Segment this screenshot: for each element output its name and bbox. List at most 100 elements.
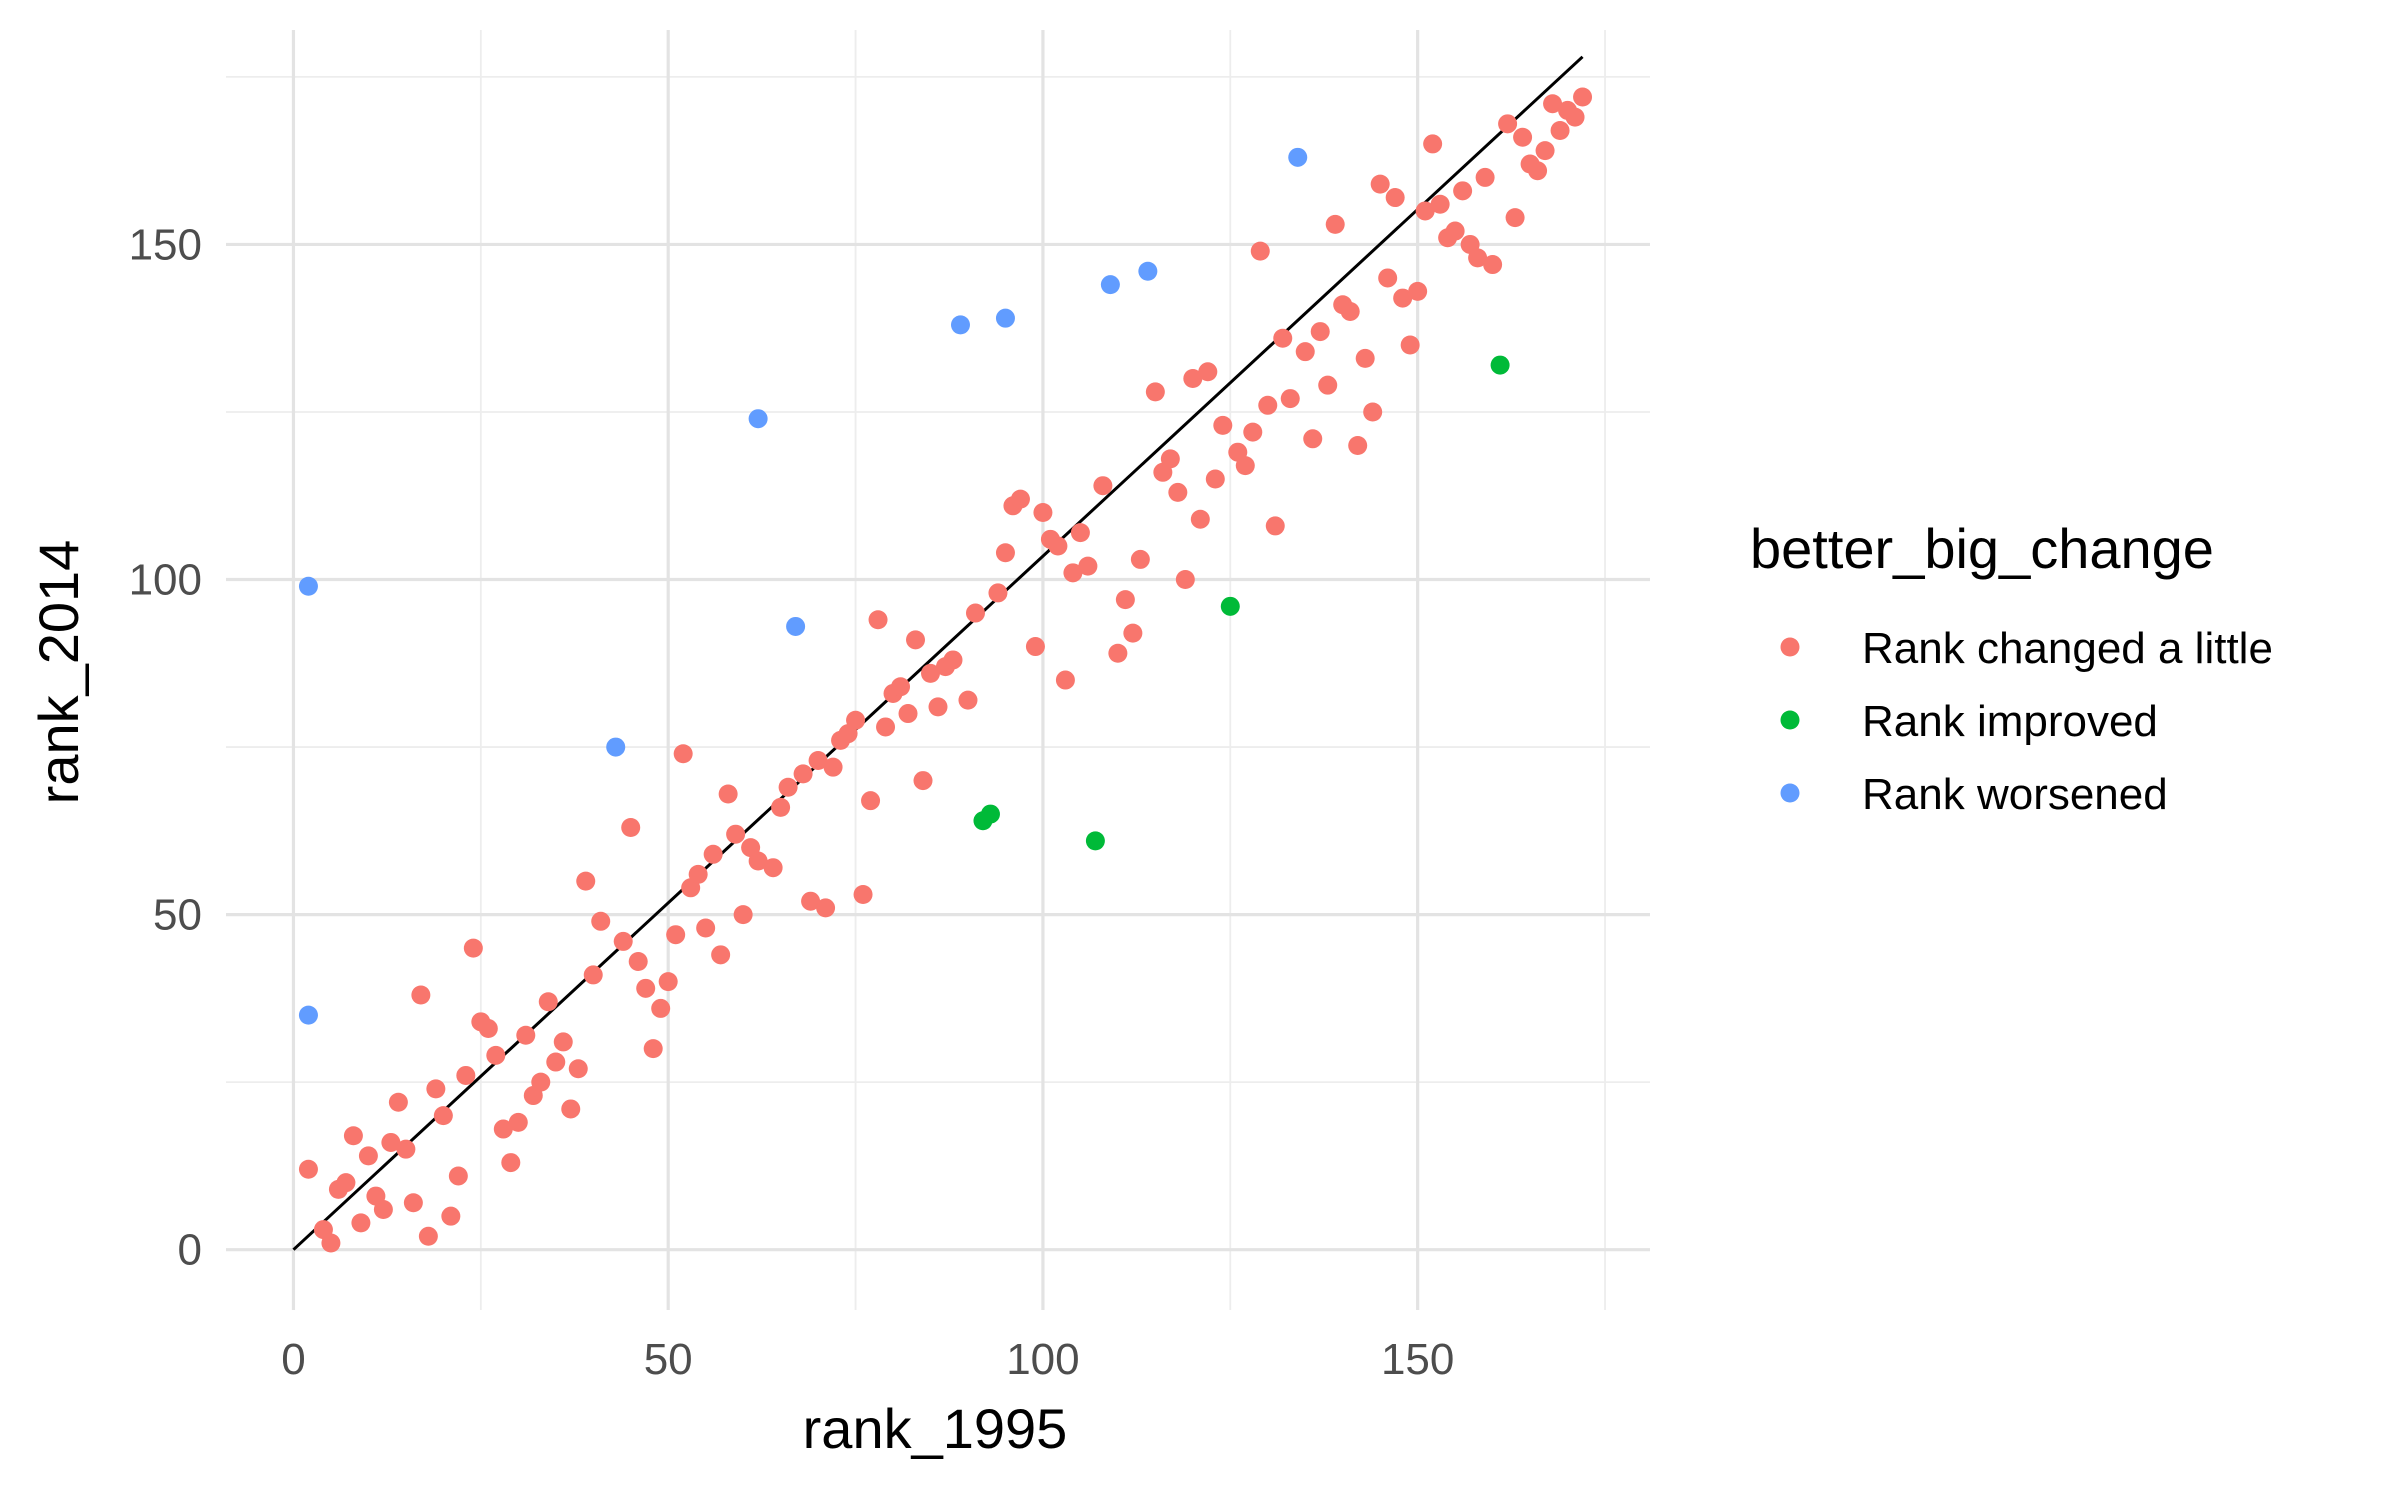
data-point xyxy=(703,844,723,864)
data-point xyxy=(403,1193,423,1213)
data-point xyxy=(1415,201,1435,221)
data-point xyxy=(1475,167,1495,187)
data-point xyxy=(1483,255,1503,275)
data-point xyxy=(786,616,806,636)
legend-key-rank-worsened xyxy=(1780,783,1800,803)
data-point xyxy=(411,985,431,1005)
data-point xyxy=(808,750,828,770)
data-point xyxy=(1310,322,1330,342)
data-point xyxy=(1258,395,1278,415)
data-point xyxy=(995,308,1015,328)
data-point xyxy=(651,998,671,1018)
data-point xyxy=(1423,134,1443,154)
data-point xyxy=(943,650,963,670)
data-point xyxy=(958,690,978,710)
legend-label-rank-improved: Rank improved xyxy=(1862,697,2158,746)
data-point xyxy=(1108,643,1128,663)
data-point xyxy=(583,965,603,985)
data-point xyxy=(568,1059,588,1079)
x-axis-title: rank_1995 xyxy=(803,1397,1068,1460)
data-point xyxy=(1168,482,1188,502)
x-tick-label: 100 xyxy=(1006,1335,1079,1384)
data-point xyxy=(373,1199,393,1219)
data-point xyxy=(501,1153,521,1173)
data-point xyxy=(928,697,948,717)
data-point xyxy=(553,1032,573,1052)
data-point xyxy=(343,1126,363,1146)
legend-title: better_big_change xyxy=(1750,517,2214,580)
data-point xyxy=(726,824,746,844)
data-point xyxy=(1340,301,1360,321)
data-point xyxy=(823,757,843,777)
data-point xyxy=(748,409,768,429)
legend-label-rank-changed-a-little: Rank changed a little xyxy=(1862,624,2273,673)
data-point xyxy=(1325,214,1345,234)
data-point xyxy=(891,677,911,697)
data-point xyxy=(763,858,783,878)
data-point xyxy=(448,1166,468,1186)
legend-key-rank-changed-a-little xyxy=(1780,637,1800,657)
data-point xyxy=(576,871,596,891)
data-point xyxy=(1393,288,1413,308)
data-point xyxy=(1235,456,1255,476)
data-point xyxy=(321,1233,341,1253)
data-point xyxy=(906,630,926,650)
data-point xyxy=(463,938,483,958)
data-point xyxy=(1303,429,1323,449)
data-point xyxy=(1183,368,1203,388)
data-point xyxy=(1205,469,1225,489)
legend-key-rank-improved xyxy=(1780,710,1800,730)
data-point xyxy=(1468,248,1488,268)
data-point xyxy=(898,704,918,724)
data-point xyxy=(861,791,881,811)
data-point xyxy=(538,992,558,1012)
data-point xyxy=(988,583,1008,603)
data-point xyxy=(696,918,716,938)
data-point xyxy=(1190,509,1210,529)
data-point xyxy=(298,1005,318,1025)
reference-line xyxy=(292,55,1584,1251)
data-point xyxy=(508,1112,528,1132)
data-point xyxy=(1385,188,1405,208)
data-point xyxy=(1093,476,1113,496)
data-point xyxy=(711,945,731,965)
data-point xyxy=(1070,523,1090,543)
data-point xyxy=(381,1132,401,1152)
data-point xyxy=(853,885,873,905)
data-point xyxy=(995,543,1015,563)
legend-label-rank-worsened: Rank worsened xyxy=(1862,770,2168,819)
data-point xyxy=(793,764,813,784)
y-axis-title: rank_2014 xyxy=(27,540,90,805)
data-point xyxy=(456,1065,476,1085)
data-point xyxy=(351,1213,371,1233)
data-point xyxy=(1363,402,1383,422)
data-point xyxy=(493,1119,513,1139)
data-point xyxy=(1445,221,1465,241)
data-point xyxy=(1085,831,1105,851)
data-point xyxy=(298,1159,318,1179)
data-point xyxy=(965,603,985,623)
data-point xyxy=(1213,415,1233,435)
data-point xyxy=(1198,362,1218,382)
data-point xyxy=(1505,208,1525,228)
data-point xyxy=(1265,516,1285,536)
data-point xyxy=(643,1039,663,1059)
data-point xyxy=(546,1052,566,1072)
data-point xyxy=(1138,261,1158,281)
data-point xyxy=(531,1072,551,1092)
data-point xyxy=(1565,107,1585,127)
data-point xyxy=(1130,549,1150,569)
data-point xyxy=(516,1025,536,1045)
data-point xyxy=(1048,536,1068,556)
data-point xyxy=(441,1206,461,1226)
data-point xyxy=(1490,355,1510,375)
data-point xyxy=(846,710,866,730)
data-point xyxy=(913,771,933,791)
data-point xyxy=(1378,268,1398,288)
data-point xyxy=(1025,637,1045,657)
data-point xyxy=(1078,556,1098,576)
y-tick-label: 50 xyxy=(153,891,202,940)
data-point xyxy=(1100,275,1120,295)
data-point xyxy=(1273,328,1293,348)
y-tick-label: 100 xyxy=(129,556,202,605)
